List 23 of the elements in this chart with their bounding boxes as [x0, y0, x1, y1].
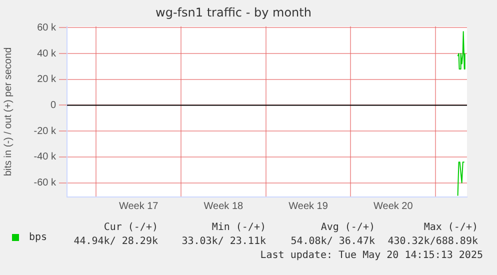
text: 54.08k/ 36.47k: [290, 236, 375, 247]
text: 44.94k/ 28.29k: [74, 236, 158, 247]
y-tick-label: -40 k: [34, 152, 57, 163]
y-tick-label: 60 k: [37, 22, 57, 34]
x-tick-label: Week 19: [288, 200, 328, 212]
y-tick-label: -20 k: [34, 126, 57, 137]
chart-title: wg-fsn1 traffic - by month: [156, 5, 312, 20]
text: 33.03k/ 23.11k: [182, 236, 266, 247]
text: Max (-/+): [424, 222, 478, 233]
y-tick-label: 40 k: [37, 48, 57, 60]
text: Avg (-/+): [320, 222, 375, 233]
legend-label: bps: [29, 232, 48, 243]
text: 430.32k/688.89k: [388, 236, 478, 247]
text: Min (-/+): [212, 222, 266, 233]
y-tick-label: 0: [50, 100, 56, 111]
text: Cur (-/+): [104, 222, 158, 233]
text: Last update: Tue May 20 14:15:13 2025: [260, 250, 483, 261]
y-tick-label: -60 k: [34, 178, 57, 189]
x-tick-label: Week 18: [204, 200, 244, 212]
x-tick-label: Week 17: [118, 200, 159, 212]
x-tick-label: Week 20: [373, 200, 414, 212]
y-tick-label: 20 k: [37, 74, 57, 86]
y-axis-title: bits in (-) / out (+) per second: [2, 47, 14, 176]
